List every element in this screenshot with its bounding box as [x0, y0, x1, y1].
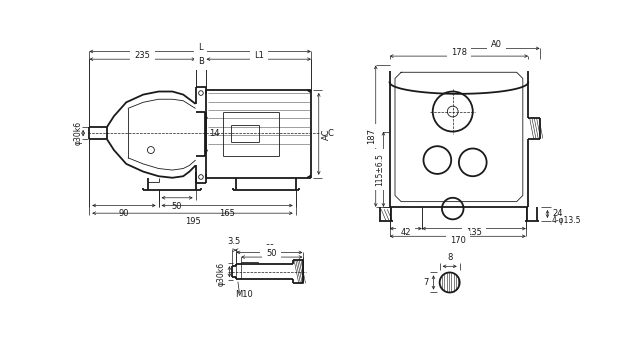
Text: 4-φ13.5: 4-φ13.5	[552, 216, 582, 225]
Text: 165: 165	[219, 209, 235, 218]
Text: 50: 50	[266, 249, 277, 258]
Text: A0: A0	[491, 40, 502, 49]
Text: φ30k6: φ30k6	[216, 262, 225, 286]
Text: AC: AC	[322, 128, 331, 140]
Text: 170: 170	[450, 235, 466, 245]
Text: φ30k6: φ30k6	[74, 121, 83, 145]
Text: 115±6.5: 115±6.5	[375, 153, 384, 186]
Text: 42: 42	[401, 228, 411, 237]
Text: 14: 14	[209, 128, 220, 138]
Text: B: B	[198, 57, 204, 66]
Text: 8: 8	[447, 253, 452, 262]
Text: 235: 235	[134, 51, 150, 60]
Text: 195: 195	[184, 217, 200, 226]
Text: 187: 187	[367, 128, 376, 144]
Text: C: C	[328, 130, 334, 138]
Text: 7: 7	[424, 278, 429, 287]
Text: 90: 90	[118, 209, 129, 218]
Text: 135: 135	[466, 228, 482, 237]
Text: L1: L1	[254, 51, 264, 60]
Text: 178: 178	[451, 48, 467, 57]
Text: L: L	[198, 43, 202, 52]
Text: M10: M10	[235, 290, 253, 299]
Text: 50: 50	[172, 202, 182, 210]
Text: 60: 60	[264, 244, 275, 253]
Text: 24: 24	[552, 209, 563, 219]
Text: 3.5: 3.5	[227, 237, 241, 246]
